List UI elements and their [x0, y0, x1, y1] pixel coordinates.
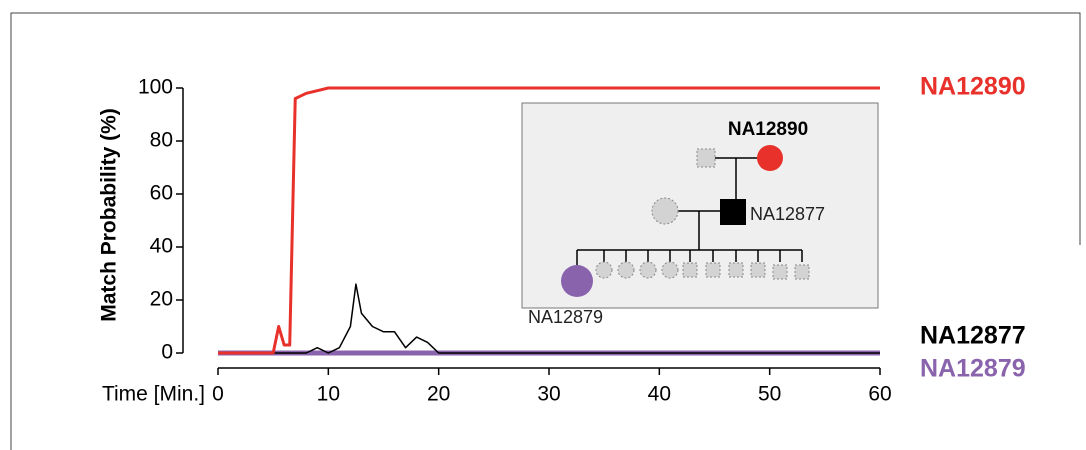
x-tick-label: 50 — [758, 383, 781, 406]
legend-label: NA12890 — [920, 73, 1026, 101]
series-line — [218, 86, 880, 355]
series-line — [218, 283, 880, 354]
x-tick-label: 40 — [648, 383, 671, 406]
x-tick-label: 60 — [868, 383, 891, 406]
x-tick-label: 0 — [212, 383, 224, 406]
x-tick-label: 30 — [537, 383, 560, 406]
frame — [10, 12, 1081, 450]
y-tick-label: 80 — [150, 129, 173, 152]
y-tick-label: 20 — [150, 288, 173, 311]
legend-label: NA12879 — [920, 355, 1026, 383]
y-tick-label: 40 — [150, 235, 173, 258]
inset-label: NA12879 — [528, 307, 603, 327]
y-tick-label: 100 — [138, 76, 173, 99]
inset-label: NA12877 — [750, 204, 825, 224]
x-tick-label: 20 — [427, 383, 450, 406]
y-tick-label: 60 — [150, 182, 173, 205]
inset-label: NA12890 — [728, 119, 808, 140]
pedigree-inset: NA12890 NA12877 NA12879 — [521, 102, 879, 327]
y-tick-label: 0 — [161, 341, 173, 364]
x-tick-label: 10 — [317, 383, 340, 406]
x-axis-label: Time [Min.] — [102, 383, 205, 406]
legend-label: NA12877 — [920, 322, 1026, 350]
y-axis-label: Match Probability (%) — [98, 108, 121, 322]
